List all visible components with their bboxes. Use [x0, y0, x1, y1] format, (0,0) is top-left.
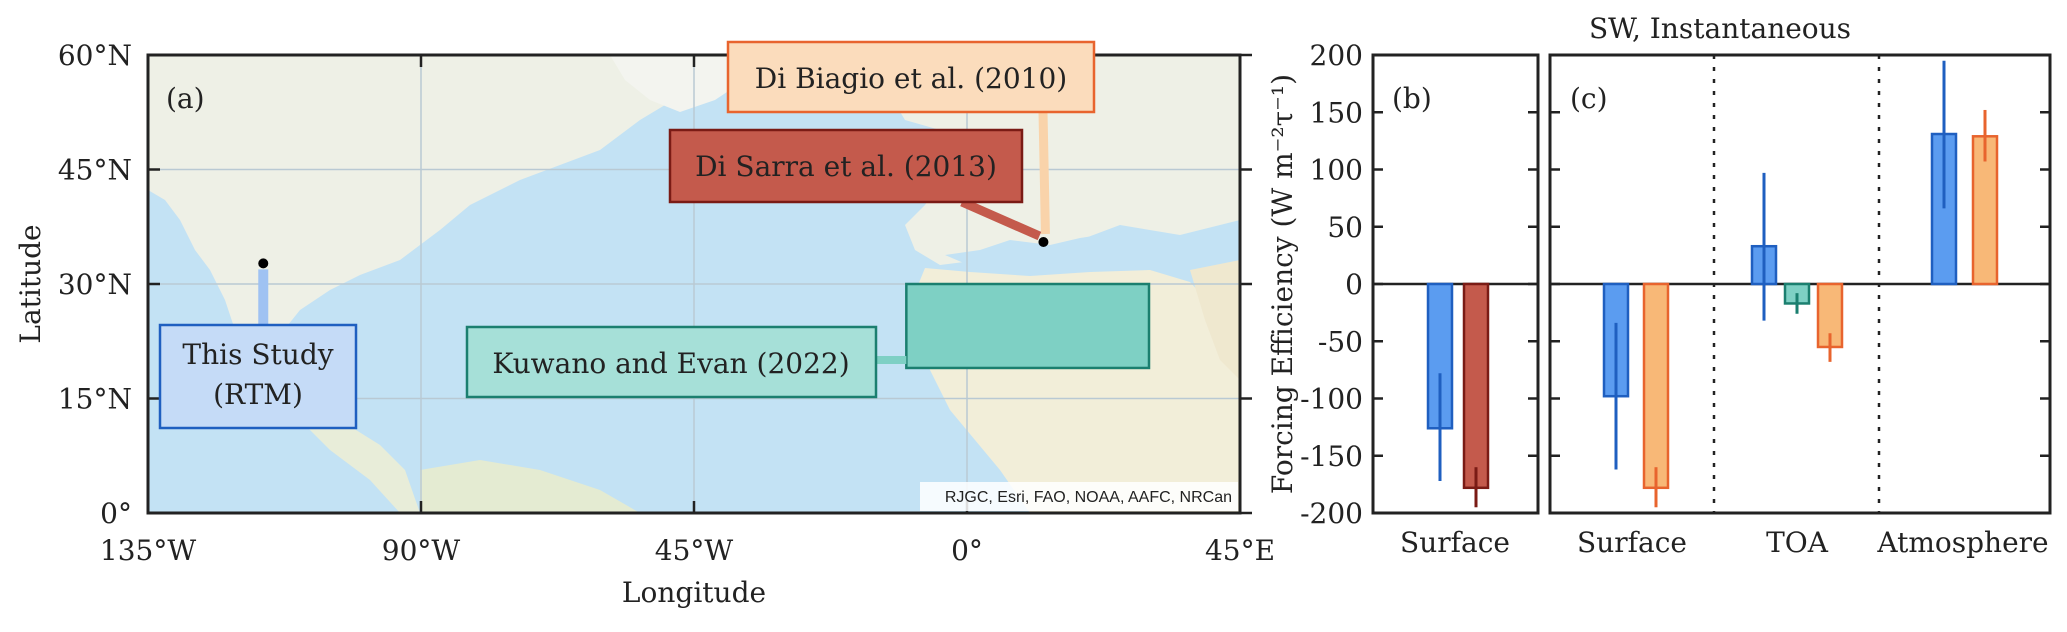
ytick-label: -150 [1300, 440, 1363, 473]
attribution-background [920, 482, 1238, 511]
chart-panel-c: SW, Instantaneous Surface TOA Atmosphere (… [1548, 12, 2052, 559]
di-sarra-label: Di Sarra et al. (2013) [695, 150, 997, 183]
category-label: Atmosphere [1876, 526, 2048, 559]
map-xtick-label: 45°W [655, 534, 734, 567]
map-ytick-label: 45°N [58, 154, 132, 187]
arabia-landmass [1190, 260, 1240, 380]
di-sarra-label-box [668, 128, 1024, 204]
map-ytick-label: 0° [100, 497, 132, 530]
ytick-label: 0 [1345, 268, 1363, 301]
ytick-label: 150 [1310, 96, 1363, 129]
map-xtick-label: 45°E [1205, 534, 1275, 567]
this-study-label-line2: (RTM) [213, 378, 303, 411]
category-label: Surface [1577, 526, 1687, 559]
mediterranean-sea [945, 232, 1170, 272]
map-ytick-label: 60°N [58, 39, 132, 72]
this-study-label-box [158, 323, 358, 430]
ytick-label: 200 [1310, 39, 1363, 72]
ytick-label: -50 [1318, 325, 1363, 358]
ytick-label: -100 [1300, 383, 1363, 416]
panel-b-ylabel: Forcing Efficiency (W m⁻²τ⁻¹) [1266, 74, 1299, 494]
map-attribution: RJGC, Esri, FAO, NOAA, AAFC, NRCan [945, 489, 1232, 506]
kuwano-label-box [465, 325, 878, 399]
bar-di_sarra-surface [1462, 282, 1490, 490]
map-ytick-label: 15°N [58, 383, 132, 416]
di-sarra-connector [960, 197, 1042, 241]
panel-b-marks: -200 -150 -100 -50 0 50 100 150 200 Surface [1300, 39, 1538, 559]
site-marker-this-study [258, 258, 269, 269]
di-biagio-connector [1038, 111, 1050, 235]
map-ticks: 135°W 90°W 45°W 0° 45°E 60°N 45°N 30°N 15°N 0° [58, 39, 1275, 567]
category-label: TOA [1766, 526, 1829, 559]
ytick-label: -200 [1300, 497, 1363, 530]
map-xtick-label: 135°W [100, 534, 196, 567]
panel-c-label: (c) [1570, 82, 1608, 115]
chart-panel-b: -200 -150 -100 -50 0 50 100 150 200 Surface (b) F… [1266, 39, 1540, 559]
north-america-landmass [148, 55, 700, 410]
bar-di_biagio-surface [1642, 282, 1670, 490]
greenland-landmass [610, 55, 760, 112]
category-label: Surface [1400, 526, 1510, 559]
south-america-landmass [420, 460, 640, 513]
panel-c-marks: Surface TOA Atmosphere [1550, 53, 2050, 559]
map-xlabel: Longitude [622, 576, 766, 609]
kuwano-label: Kuwano and Evan (2022) [492, 347, 849, 380]
map-ylabel: Latitude [14, 224, 47, 343]
ytick-label: 50 [1327, 211, 1363, 244]
kuwano-region-box [905, 282, 1151, 370]
panel-c-title: SW, Instantaneous [1589, 12, 1851, 45]
this-study-label-line1: This Study [182, 338, 333, 371]
di-biagio-label-box [726, 40, 1096, 114]
map-xtick-label: 0° [951, 534, 983, 567]
panel-b-label: (b) [1392, 82, 1432, 115]
bar-di_biagio-toa [1816, 282, 1844, 349]
di-biagio-label: Di Biagio et al. (2010) [755, 62, 1067, 95]
site-marker-mediterranean [1038, 237, 1049, 248]
map-xtick-label: 90°W [382, 534, 461, 567]
map-panel: 135°W 90°W 45°W 0° 45°E 60°N 45°N 30°N 15°N 0° Lo… [14, 39, 1275, 609]
map-overlay: This Study (RTM) Kuwano and Evan (2022) … [158, 40, 1151, 430]
map-panel-label: (a) [166, 82, 205, 115]
ytick-label: 100 [1310, 154, 1363, 187]
map-ytick-label: 30°N [58, 268, 132, 301]
